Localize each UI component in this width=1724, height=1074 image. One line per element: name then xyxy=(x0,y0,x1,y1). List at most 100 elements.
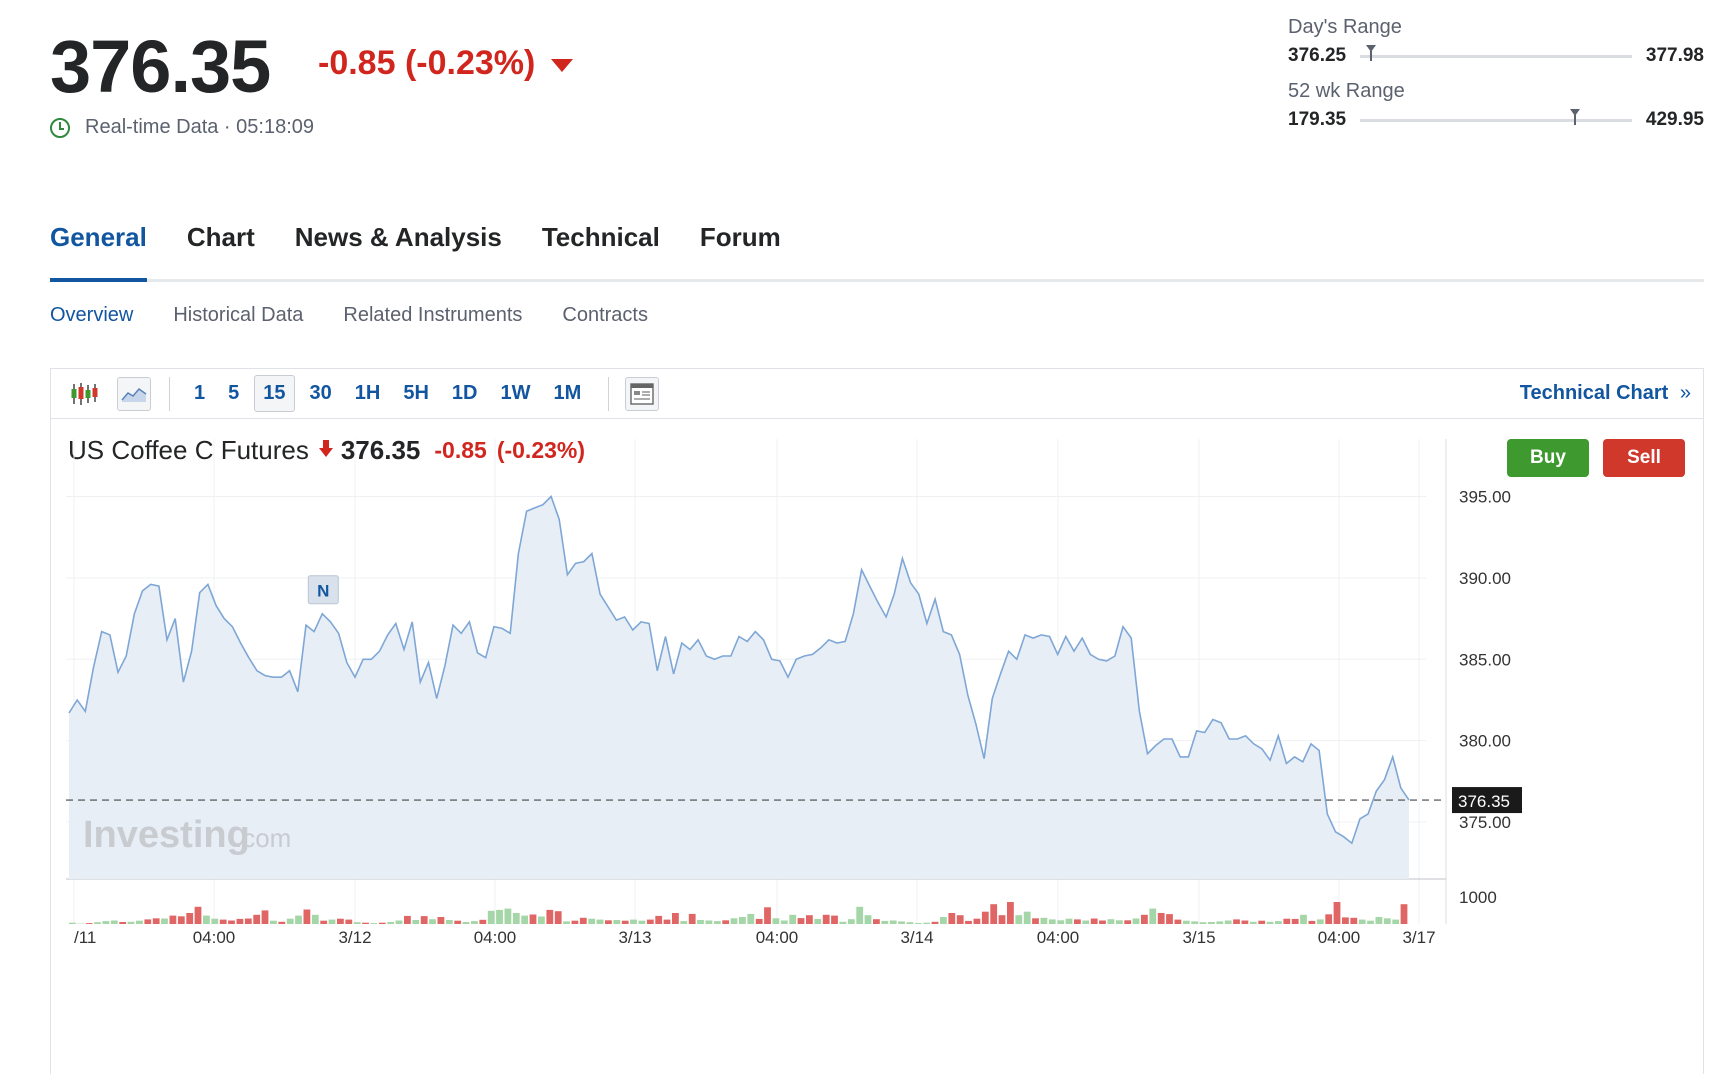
volume-bar xyxy=(395,920,403,924)
volume-bar xyxy=(1258,920,1266,924)
interval-1h[interactable]: 1H xyxy=(354,382,381,404)
subtab-historical-data[interactable]: Historical Data xyxy=(173,304,304,326)
volume-bar xyxy=(1107,919,1115,924)
volume-bar xyxy=(1342,917,1349,924)
price-line xyxy=(68,495,1410,845)
volume-bar xyxy=(169,915,177,924)
52wk-range: 52 wk Range 179.35 429.95 xyxy=(1288,80,1704,131)
volume-bar xyxy=(554,911,562,924)
volume-bar xyxy=(621,920,629,924)
x-tick-label: 3/15 xyxy=(1182,928,1215,947)
tab-general[interactable]: General xyxy=(50,222,147,282)
news-marker-icon[interactable] xyxy=(307,575,339,605)
interval-1d[interactable]: 1D xyxy=(451,382,478,404)
volume-bar xyxy=(856,906,864,924)
volume-bar xyxy=(1266,921,1274,924)
investing-watermark-suffix: .com xyxy=(235,823,291,853)
volume-bar xyxy=(780,920,788,924)
instrument-change-pct: (-0.23%) xyxy=(496,437,586,463)
volume-bar xyxy=(1291,918,1299,924)
interval-30[interactable]: 30 xyxy=(309,382,332,404)
52wk-range-label: 52 wk Range xyxy=(1288,80,1405,102)
volume-bar xyxy=(546,909,554,924)
interval-1[interactable]: 1 xyxy=(194,382,206,404)
volume-bar xyxy=(797,918,805,924)
volume-bar xyxy=(102,921,110,924)
volume-bar xyxy=(1300,914,1307,924)
sell-button[interactable]: Sell xyxy=(1603,439,1685,477)
52wk-range-track xyxy=(1360,108,1632,125)
main-tabs: General Chart News & Analysis Technical … xyxy=(50,222,1704,282)
days-range-high: 377.98 xyxy=(1645,45,1704,66)
volume-bar xyxy=(194,906,202,924)
candlestick-icon[interactable] xyxy=(67,377,101,411)
x-tick-label: 3/14 xyxy=(900,928,933,947)
volume-bar xyxy=(496,909,503,924)
instrument-name: US Coffee C Futures xyxy=(68,435,309,465)
volume-bar xyxy=(295,915,302,924)
volume-bar xyxy=(378,922,386,924)
volume-bar xyxy=(1400,904,1408,924)
volume-bar xyxy=(822,914,830,924)
last-price: 376.35 xyxy=(50,25,271,108)
subtab-overview[interactable]: Overview xyxy=(50,304,134,326)
volume-bar xyxy=(998,915,1006,924)
x-tick-label: 04:00 xyxy=(193,928,236,947)
52wk-range-low: 179.35 xyxy=(1288,109,1347,130)
volume-bar xyxy=(814,918,822,924)
volume-bar xyxy=(1082,920,1090,924)
interval-5h[interactable]: 5H xyxy=(403,382,429,404)
tab-chart[interactable]: Chart xyxy=(186,222,255,252)
volume-bar xyxy=(948,913,956,924)
volume-bar xyxy=(462,922,470,924)
volume-bar xyxy=(638,920,646,924)
volume-bar xyxy=(529,914,537,924)
toolbar-divider xyxy=(608,376,610,411)
volume-bar xyxy=(1241,920,1249,924)
interval-5[interactable]: 5 xyxy=(228,382,240,404)
x-tick-label: 3/17 xyxy=(1402,928,1435,947)
subtab-contracts[interactable]: Contracts xyxy=(562,304,648,326)
volume-bar xyxy=(521,915,529,924)
y-tick-label: 390.00 xyxy=(1459,569,1511,588)
volume-bar xyxy=(839,921,847,924)
volume-bar xyxy=(672,913,679,924)
volume-bar xyxy=(1015,915,1023,924)
volume-bar xyxy=(1275,921,1282,924)
days-range-low: 376.25 xyxy=(1288,45,1347,66)
volume-bar xyxy=(956,915,964,924)
instrument-header: US Coffee C Futures 376.35 -0.85 (-0.23%… xyxy=(68,435,585,466)
volume-bar xyxy=(990,904,998,924)
tab-forum[interactable]: Forum xyxy=(699,222,781,252)
down-arrow-icon xyxy=(551,59,574,72)
volume-bar xyxy=(1367,920,1374,924)
volume-bar xyxy=(730,918,738,924)
clock-icon xyxy=(50,117,70,138)
volume-bar xyxy=(831,915,838,924)
volume-bar xyxy=(1358,919,1366,924)
volume-bar xyxy=(655,915,663,924)
technical-chart-label: Technical Chart xyxy=(1519,382,1669,404)
table-view-icon[interactable] xyxy=(625,376,660,411)
area-chart-icon[interactable] xyxy=(117,376,151,411)
days-range-label: Day's Range xyxy=(1288,16,1402,38)
volume-bar xyxy=(1124,920,1132,924)
current-price-badge-label: 376.35 xyxy=(1458,792,1510,811)
volume-bar xyxy=(454,920,462,924)
volume-bar xyxy=(211,918,219,924)
volume-bar xyxy=(864,915,872,924)
tab-news-analysis[interactable]: News & Analysis xyxy=(294,222,502,252)
technical-chart-link[interactable]: Technical Chart » xyxy=(1520,382,1691,405)
interval-1m[interactable]: 1M xyxy=(553,382,582,404)
interval-15[interactable]: 15 xyxy=(254,375,295,412)
volume-bar xyxy=(512,913,520,924)
interval-1w[interactable]: 1W xyxy=(500,382,531,404)
buy-button[interactable]: Buy xyxy=(1507,439,1589,477)
volume-bar xyxy=(1057,920,1065,924)
tab-technical[interactable]: Technical xyxy=(541,222,660,252)
volume-bar xyxy=(906,922,914,924)
subtab-related-instruments[interactable]: Related Instruments xyxy=(343,304,523,326)
realtime-status: Real-time Data · 05:18:09 xyxy=(50,116,314,139)
price-chart[interactable]: Investing.com N 395.00 390.00 385.00 380.00 37… xyxy=(51,369,1705,1074)
instrument-change: -0.85 xyxy=(434,437,487,463)
